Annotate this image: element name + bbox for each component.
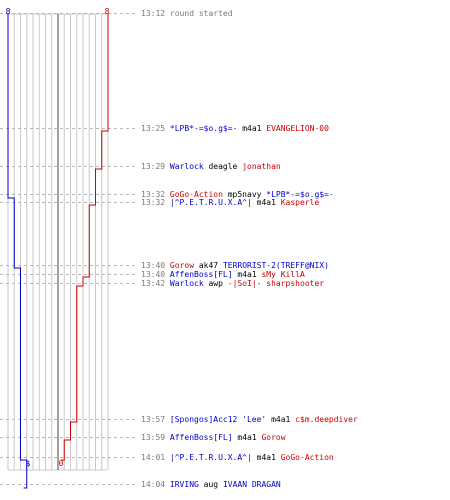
event-killer: |^P.E.T.R.U.X.A^| (170, 198, 252, 207)
event-victim: c$m.deepdiver (295, 415, 358, 424)
red-end-marker: 0 (59, 459, 64, 468)
event-victim: -|SoI|- sharpshooter (228, 279, 325, 288)
event-row: 13:40 Gorow ak47 TERRORIST-2(TREFF@NIX) (141, 261, 329, 270)
event-time: 14:04 (141, 480, 165, 489)
red-team-count: 8 (105, 7, 110, 16)
event-victim: IVAAN DRAGAN (223, 480, 281, 489)
event-weapon: m4a1 (237, 433, 256, 442)
event-victim: jonathan (242, 162, 281, 171)
event-time: 13:40 (141, 261, 165, 270)
event-weapon: m4a1 (257, 198, 276, 207)
event-victim: Gorow (261, 433, 285, 442)
event-weapon: mp5navy (228, 190, 262, 199)
event-row: 13:32 GoGo-Action mp5navy *LPB*-=$o.g$=- (141, 190, 334, 199)
event-row: 13:29 Warlock deagle jonathan (141, 162, 281, 171)
event-victim: Kasperle (281, 198, 320, 207)
event-row: 13:25 *LPB*-=$o.g$=- m4a1 EVANGELION-00 (141, 124, 329, 133)
event-killer: GoGo-Action (170, 190, 223, 199)
red-team-line (61, 14, 109, 461)
event-weapon: awp (208, 279, 223, 288)
event-killer: AffenBoss[FL] (170, 433, 233, 442)
event-victim: sMy KillA (261, 270, 305, 279)
event-killer: Warlock (170, 279, 204, 288)
event-weapon: deagle (208, 162, 237, 171)
event-row: 13:12 round started (141, 9, 233, 18)
event-row: 13:40 AffenBoss[FL] m4a1 sMy KillA (141, 270, 305, 279)
event-time: 13:32 (141, 190, 165, 199)
event-message: round started (170, 9, 233, 18)
blue-team-line (7, 14, 28, 489)
event-killer: AffenBoss[FL] (170, 270, 233, 279)
event-time: 13:12 (141, 9, 165, 18)
timeline-grid (7, 13, 109, 471)
event-row: 14:04 IRVING aug IVAAN DRAGAN (141, 480, 281, 489)
blue-end-marker: $ (26, 459, 31, 468)
event-time: 13:57 (141, 415, 165, 424)
event-weapon: m4a1 (237, 270, 256, 279)
event-row: 13:59 AffenBoss[FL] m4a1 Gorow (141, 433, 286, 442)
event-time: 13:42 (141, 279, 165, 288)
event-victim: GoGo-Action (281, 453, 334, 462)
event-time: 13:29 (141, 162, 165, 171)
event-killer: |^P.E.T.R.U.X.A^| (170, 453, 252, 462)
event-weapon: m4a1 (271, 415, 290, 424)
event-log: 13:12 round started 13:25 *LPB*-=$o.g$=- … (141, 9, 358, 489)
event-killer: Gorow (170, 261, 194, 270)
event-killer: IRVING (170, 480, 199, 489)
event-time: 13:40 (141, 270, 165, 279)
event-row: 13:57 [Spongos]Acc12 'Lee' m4a1 c$m.deep… (141, 415, 358, 424)
event-guide-lines (0, 13, 138, 485)
event-weapon: ak47 (199, 261, 218, 270)
event-victim: *LPB*-=$o.g$=- (266, 190, 333, 199)
event-row: 13:42 Warlock awp -|SoI|- sharpshooter (141, 279, 324, 288)
event-victim: TERRORIST-2(TREFF@NIX) (223, 261, 329, 270)
event-killer: *LPB*-=$o.g$=- (170, 124, 237, 133)
event-time: 13:59 (141, 433, 165, 442)
event-killer: [Spongos]Acc12 'Lee' (170, 415, 266, 424)
event-weapon: m4a1 (242, 124, 261, 133)
event-victim: EVANGELION-00 (266, 124, 329, 133)
event-time: 13:25 (141, 124, 165, 133)
event-time: 13:32 (141, 198, 165, 207)
event-weapon: aug (204, 480, 219, 489)
event-weapon: m4a1 (257, 453, 276, 462)
event-row: 13:32 |^P.E.T.R.U.X.A^| m4a1 Kasperle (141, 198, 319, 207)
event-killer: Warlock (170, 162, 204, 171)
event-row: 14:01 |^P.E.T.R.U.X.A^| m4a1 GoGo-Action (141, 453, 334, 462)
event-time: 14:01 (141, 453, 165, 462)
blue-team-count: 8 (6, 7, 11, 16)
